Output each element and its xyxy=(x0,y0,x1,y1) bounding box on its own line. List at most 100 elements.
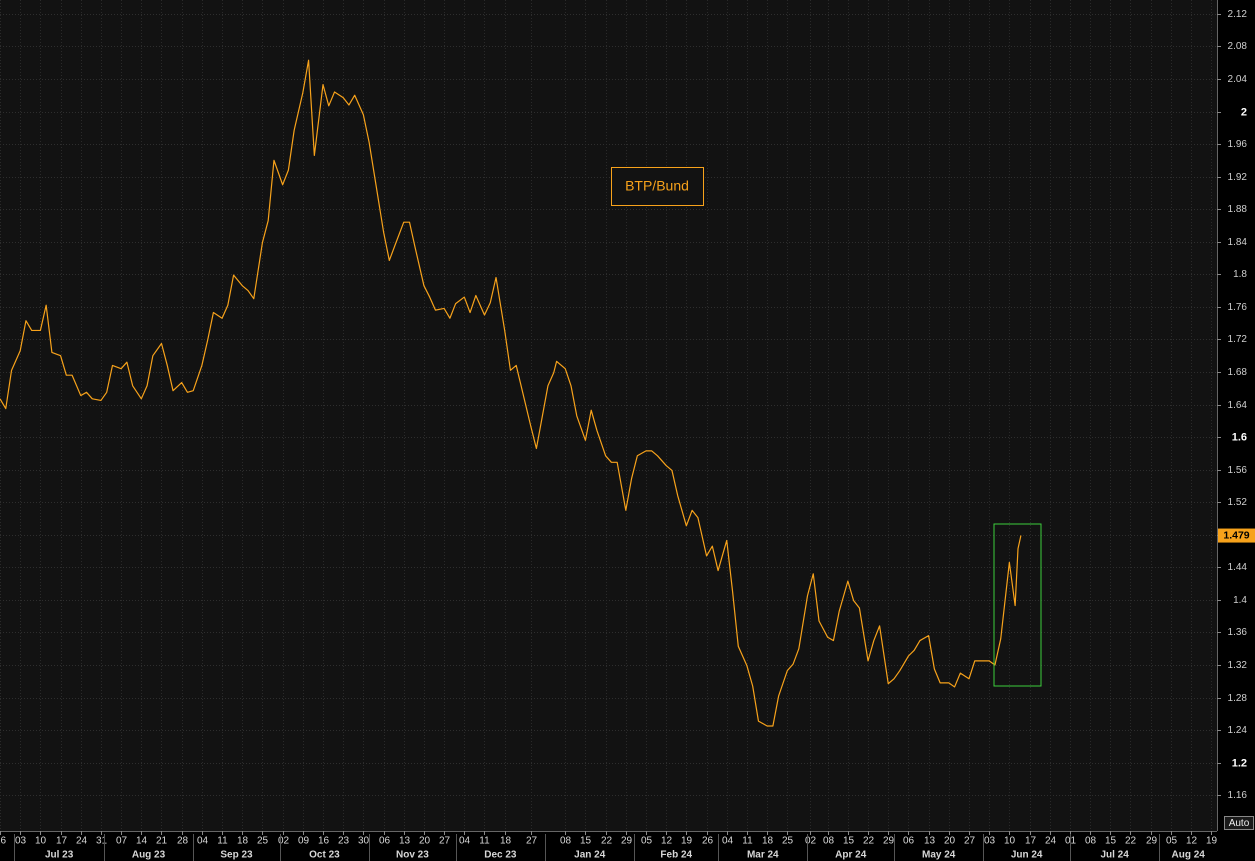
month-label: Dec 23 xyxy=(484,850,517,861)
plot-background xyxy=(0,0,1217,831)
x-tick-label: 22 xyxy=(863,836,875,847)
x-tick-label: 22 xyxy=(601,836,613,847)
y-tick-label: 1.52 xyxy=(1228,497,1248,508)
x-tick-label: 25 xyxy=(257,836,269,847)
month-label: Aug 23 xyxy=(132,850,166,861)
y-tick-label: 1.64 xyxy=(1228,400,1248,411)
y-tick-label: 1.32 xyxy=(1228,660,1248,671)
x-tick-label: 08 xyxy=(560,836,572,847)
series-line xyxy=(0,59,1022,727)
x-tick-label: 18 xyxy=(762,836,774,847)
y-tick-label: 1.24 xyxy=(1228,725,1248,736)
y-tick-label: 2 xyxy=(1241,106,1247,118)
month-label: Aug 24 xyxy=(1171,850,1205,861)
x-tick-label: 12 xyxy=(1186,836,1198,847)
x-tick-label: 15 xyxy=(1105,836,1117,847)
x-tick-label: 26 xyxy=(702,836,714,847)
y-tick-label: 1.92 xyxy=(1228,172,1248,183)
last-value-tag xyxy=(1218,528,1255,543)
grid xyxy=(0,0,1217,831)
x-tick-label: 27 xyxy=(964,836,976,847)
month-label: Jul 23 xyxy=(45,850,74,861)
month-label: Oct 23 xyxy=(309,850,340,861)
y-tick-label: 1.68 xyxy=(1228,367,1248,378)
x-tick-label: 08 xyxy=(1085,836,1097,847)
x-tick-label: 15 xyxy=(580,836,592,847)
y-tick-label: 1.96 xyxy=(1228,139,1248,150)
x-tick-label: 18 xyxy=(500,836,512,847)
x-tick-label: 08 xyxy=(823,836,835,847)
x-tick-label: 06 xyxy=(903,836,915,847)
series-label-box xyxy=(611,167,704,206)
y-tick-label: 2.08 xyxy=(1228,41,1248,52)
x-tick-label: 27 xyxy=(439,836,451,847)
x-tick-label: 04 xyxy=(197,836,209,847)
x-tick-label: 05 xyxy=(641,836,653,847)
x-tick-label: 10 xyxy=(35,836,47,847)
series-label: BTP/Bund xyxy=(625,178,689,194)
x-tick-label: 16 xyxy=(318,836,330,847)
x-tick-label: 06 xyxy=(379,836,391,847)
y-tick-label: 1.6 xyxy=(1232,431,1247,443)
x-tick-label: 03 xyxy=(984,836,996,847)
month-label: Sep 23 xyxy=(220,850,253,861)
auto-button[interactable] xyxy=(1224,816,1254,830)
y-tick-label: 1.76 xyxy=(1228,302,1248,313)
x-tick-label: 04 xyxy=(459,836,471,847)
x-tick-label: 04 xyxy=(722,836,734,847)
x-tick-label: 05 xyxy=(1166,836,1178,847)
auto-button-label[interactable]: Auto xyxy=(1229,818,1250,829)
x-tick-label: 24 xyxy=(76,836,88,847)
x-axis-area xyxy=(0,831,1255,861)
y-tick-label: 1.44 xyxy=(1228,562,1248,573)
x-tick-label: 25 xyxy=(782,836,794,847)
x-tick-label: 13 xyxy=(924,836,936,847)
x-tick-label: 28 xyxy=(177,836,189,847)
month-label: Mar 24 xyxy=(747,850,779,861)
x-tick-label: 14 xyxy=(136,836,148,847)
y-tick-label: 2.04 xyxy=(1228,74,1248,85)
last-value-label: 1.479 xyxy=(1223,529,1249,541)
x-tick-label: 09 xyxy=(298,836,310,847)
month-label: Jan 24 xyxy=(574,850,606,861)
y-tick-label: 1.36 xyxy=(1228,627,1248,638)
x-tick-label: 11 xyxy=(742,836,753,847)
x-tick-label: 17 xyxy=(56,836,68,847)
x-tick-label: 22 xyxy=(1125,836,1137,847)
x-tick-label: 26 xyxy=(0,836,6,847)
y-tick-label: 2.12 xyxy=(1228,9,1248,20)
y-tick-label: 1.16 xyxy=(1228,790,1248,801)
x-tick-label: 13 xyxy=(399,836,411,847)
x-tick-label: 18 xyxy=(237,836,249,847)
y-tick-label: 1.56 xyxy=(1228,465,1248,476)
x-tick-label: 12 xyxy=(661,836,673,847)
month-label: Jul 24 xyxy=(1100,850,1129,861)
month-label: May 24 xyxy=(922,850,956,861)
highlight-box xyxy=(993,523,1042,687)
x-tick-label: 10 xyxy=(1004,836,1016,847)
x-tick-label: 21 xyxy=(156,836,168,847)
x-tick-label: 15 xyxy=(843,836,855,847)
x-tick-label: 29 xyxy=(1146,836,1158,847)
y-tick-label: 1.2 xyxy=(1232,757,1247,769)
x-tick-label: 20 xyxy=(419,836,431,847)
x-tick-label: 27 xyxy=(526,836,538,847)
x-tick-label: 11 xyxy=(479,836,490,847)
month-label: Jun 24 xyxy=(1011,850,1043,861)
x-tick-label: 23 xyxy=(338,836,350,847)
y-tick-label: 1.4 xyxy=(1233,595,1247,606)
y-tick-label: 1.84 xyxy=(1228,237,1248,248)
x-tick-label: 29 xyxy=(883,836,895,847)
month-label: Feb 24 xyxy=(660,850,692,861)
x-tick-label: 29 xyxy=(621,836,633,847)
x-tick-label: 02 xyxy=(278,836,290,847)
y-tick-label: 1.8 xyxy=(1233,269,1247,280)
y-tick-label: 1.28 xyxy=(1228,693,1248,704)
x-tick-label: 17 xyxy=(1025,836,1037,847)
y-tick-label: 1.88 xyxy=(1228,204,1248,215)
month-label: Nov 23 xyxy=(396,850,429,861)
marks xyxy=(0,59,1022,727)
month-label: Apr 24 xyxy=(835,850,867,861)
x-tick-label: 11 xyxy=(217,836,228,847)
